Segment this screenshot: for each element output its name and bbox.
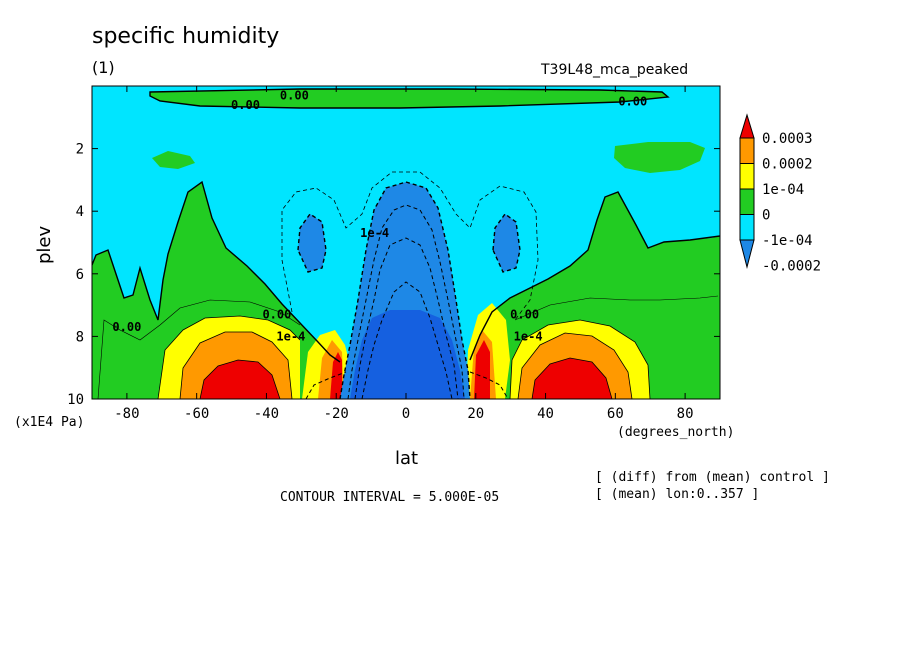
contour-line-negative (281, 171, 539, 321)
fill-top-band (150, 89, 668, 108)
fill-red-mid-right (474, 340, 490, 399)
contour-label: 1e-4 (514, 329, 543, 343)
contour-line-negative (297, 213, 327, 273)
run-name: T39L48_mca_peaked (541, 62, 689, 78)
contour-label: 0.00 (618, 95, 647, 109)
x-tick-label: 0 (402, 406, 410, 422)
contour-line (517, 332, 633, 399)
y-axis-label: plev (34, 225, 55, 264)
fill-cell-right (493, 214, 520, 272)
y-tick-label: 10 (67, 392, 84, 408)
colorbar-top-arrow (739, 113, 755, 139)
chart-subtitle: (1) (92, 58, 115, 77)
colorbar-segment (739, 163, 755, 190)
colorbar-segment (739, 188, 755, 215)
contour-line (531, 357, 613, 399)
contour-line (92, 180, 341, 363)
x-tick-label: 40 (537, 406, 554, 422)
contour-label: 1e-4 (360, 226, 389, 240)
fill-red-right (532, 358, 612, 399)
contour-line (97, 299, 301, 399)
contour-lines (92, 88, 720, 399)
x-axis-units: (degrees_north) (617, 425, 735, 440)
contour-line-negative (492, 213, 521, 273)
contour-line-negative (305, 371, 347, 399)
contour-label: 0.00 (510, 307, 539, 321)
contour-line (149, 88, 670, 109)
x-tick-label: 60 (607, 406, 624, 422)
contour-line (469, 191, 720, 361)
y-tick-label: 8 (76, 329, 84, 345)
contour-labels: 0.00 0.00 0.00 0.00 0.00 0.00 1e-4 1e-4 1e-4 (112, 88, 647, 343)
x-tick-label: -40 (254, 406, 279, 422)
fill-plume-deep (350, 310, 465, 399)
contour-label: 0.00 (112, 320, 141, 334)
mean-note: [ (mean) lon:0..357 ] (595, 487, 760, 502)
colorbar-label: -1e-04 (762, 233, 813, 249)
y-tick-label: 6 (76, 267, 84, 283)
x-tick-label: -60 (184, 406, 209, 422)
contour-line (514, 295, 719, 321)
diff-note: [ (diff) from (mean) control ] (595, 470, 830, 485)
contour-line-negative (354, 237, 459, 399)
contour-line-negative (347, 204, 465, 399)
fill-blob-right (614, 142, 705, 173)
contour-fill (92, 86, 720, 399)
y-tick-label: 2 (76, 142, 84, 158)
colorbar-segment (739, 137, 755, 164)
contour-line-negative (469, 371, 509, 399)
x-tick-label: 20 (467, 406, 484, 422)
contour-interval-text: CONTOUR INTERVAL = 5.000E-05 (280, 490, 500, 505)
colorbar-label: 0.0002 (762, 157, 813, 173)
x-tick-label: -80 (114, 406, 139, 422)
fill-red-left (200, 360, 280, 399)
colorbar-label: -0.0002 (762, 259, 821, 275)
contour-line-negative (339, 181, 471, 399)
colorbar-segment (739, 214, 755, 241)
y-axis-units: (x1E4 Pa) (14, 415, 85, 430)
colorbar-bottom-arrow (739, 239, 755, 269)
chart-title: specific humidity (92, 24, 280, 49)
colorbar-label: 0 (762, 208, 770, 224)
x-tick-label: 80 (677, 406, 694, 422)
contour-line-negative (361, 281, 453, 399)
colorbar-label: 1e-04 (762, 182, 804, 198)
contour-label: 0.00 (231, 98, 260, 112)
contour-line (199, 359, 281, 399)
contour-label: 0.00 (262, 307, 291, 321)
contour-line (509, 319, 651, 399)
contour-label: 0.00 (280, 88, 309, 102)
contour-line (157, 315, 301, 399)
fill-red-mid-left (330, 352, 342, 399)
contour-label: 1e-4 (276, 329, 305, 343)
axes: -80 -60 -40 -20 0 20 40 60 80 2 4 6 8 10 (67, 86, 720, 422)
y-tick-label: 4 (76, 204, 84, 220)
contour-line (179, 331, 293, 399)
fill-cell-left (298, 214, 326, 272)
fill-blob-left (152, 151, 195, 169)
x-axis-label: lat (395, 448, 419, 469)
x-tick-label: -20 (324, 406, 349, 422)
colorbar-label: 0.0003 (762, 131, 813, 147)
colorbar: 0.0003 0.0002 1e-04 0 -1e-04 -0.0002 (739, 113, 821, 275)
